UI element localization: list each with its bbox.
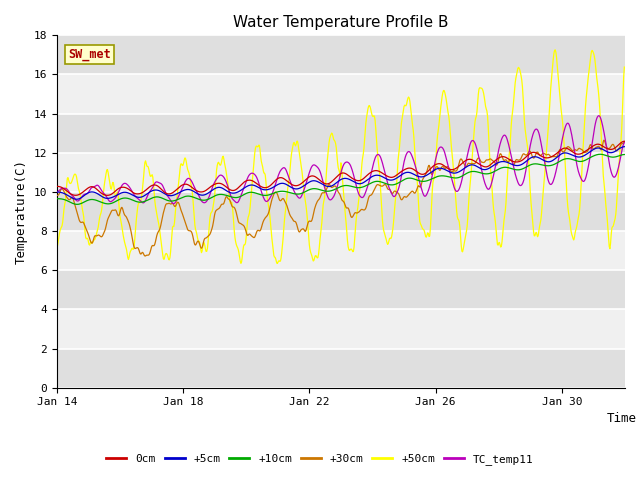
Title: Water Temperature Profile B: Water Temperature Profile B <box>233 15 449 30</box>
Bar <box>57 270 625 310</box>
Text: SW_met: SW_met <box>68 48 111 60</box>
Bar <box>57 36 625 74</box>
Legend: 0cm, +5cm, +10cm, +30cm, +50cm, TC_temp11: 0cm, +5cm, +10cm, +30cm, +50cm, TC_temp1… <box>102 450 538 469</box>
Bar <box>57 348 625 388</box>
X-axis label: Time: Time <box>606 412 636 425</box>
Bar <box>57 114 625 153</box>
Bar <box>57 192 625 231</box>
Y-axis label: Temperature(C): Temperature(C) <box>15 159 28 264</box>
